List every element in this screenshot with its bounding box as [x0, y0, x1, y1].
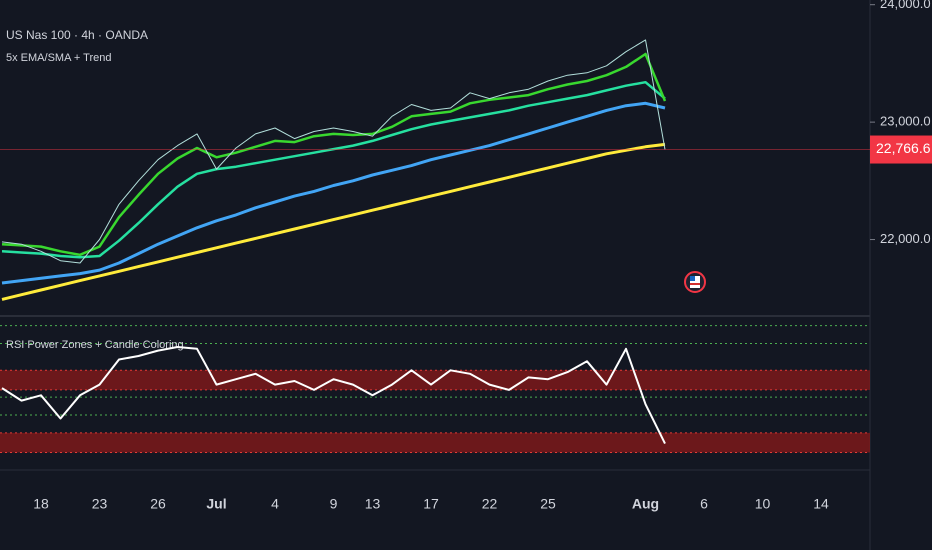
rsi-title: RSI Power Zones + Candle Coloring: [6, 339, 184, 351]
x-tick-label: 25: [540, 496, 556, 512]
x-tick-label: 22: [482, 496, 498, 512]
series-line: [1, 346, 666, 445]
x-tick-label: 23: [92, 496, 108, 512]
chart-title: US Nas 100 · 4h · OANDA: [6, 28, 148, 42]
x-tick-label: Aug: [632, 496, 659, 512]
x-tick-label: 13: [365, 496, 381, 512]
x-tick-label: 6: [700, 496, 708, 512]
x-tick-label: Jul: [206, 496, 226, 512]
y-tick-label: 23,000.0: [880, 114, 931, 129]
series-line: [1, 142, 666, 301]
rsi-zone: [0, 370, 870, 390]
x-tick-label: 17: [423, 496, 439, 512]
indicator-title: 5x EMA/SMA + Trend: [6, 52, 111, 64]
x-tick-label: 14: [813, 496, 829, 512]
series-line: [1, 101, 666, 285]
rsi-zone: [0, 432, 870, 453]
x-tick-label: 26: [150, 496, 166, 512]
y-tick-label: 22,000.0: [880, 231, 931, 246]
last-price-box: [870, 135, 932, 164]
series-line: [1, 39, 666, 264]
x-tick-label: 9: [330, 496, 338, 512]
flag-icon: [684, 271, 706, 293]
x-tick-label: 10: [755, 496, 771, 512]
last-price-label: 22,766.6: [876, 140, 931, 156]
series-line: [1, 80, 666, 259]
x-tick-label: 4: [271, 496, 279, 512]
x-tick-label: 18: [33, 496, 49, 512]
y-tick-label: 24,000.0: [880, 0, 931, 11]
series-line: [1, 52, 667, 257]
